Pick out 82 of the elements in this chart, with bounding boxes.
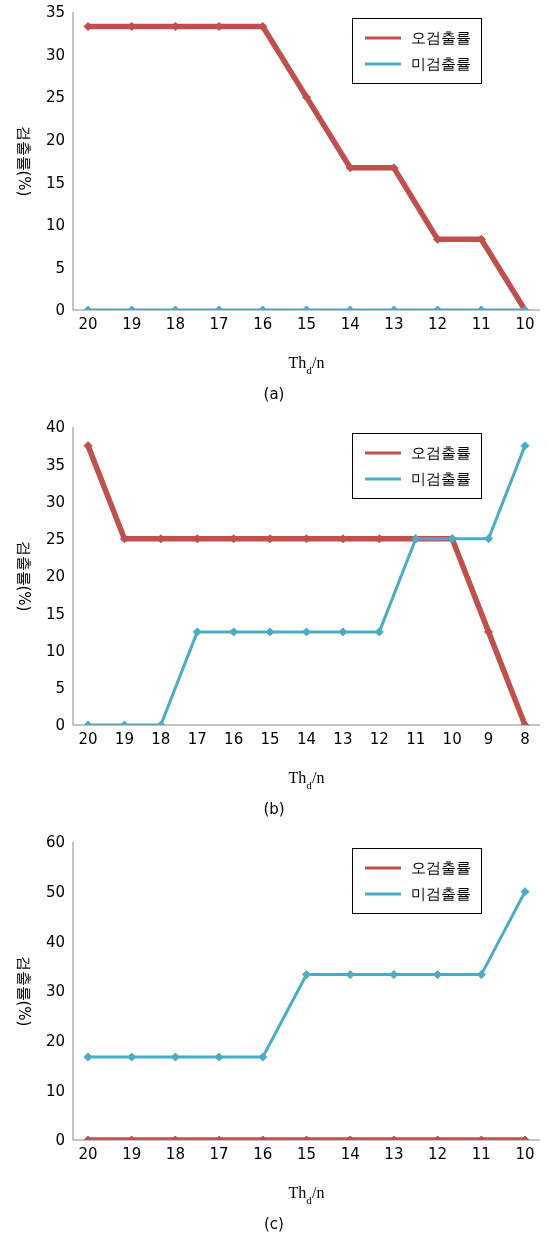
- x-tick-label: 13: [333, 729, 353, 748]
- x-tick-label: 12: [369, 729, 389, 748]
- x-tick-label: 8: [520, 729, 530, 748]
- y-tick-label: 20: [45, 131, 65, 150]
- x-tick-label: 20: [78, 1144, 98, 1163]
- x-tick-label: 15: [296, 1144, 317, 1163]
- point: [302, 970, 311, 980]
- x-tick-label: 19: [122, 314, 142, 333]
- point: [192, 627, 202, 637]
- y-tick-label: 30: [45, 982, 65, 1001]
- y-tick-label: 10: [45, 216, 65, 235]
- y-tick-label: 50: [45, 882, 65, 901]
- y-tick-label: 15: [45, 173, 65, 192]
- point: [520, 441, 530, 451]
- point: [520, 887, 530, 897]
- x-tick-label: 19: [114, 729, 134, 748]
- y-axis-title: 검출률(%): [14, 955, 33, 1027]
- x-tick-label: 17: [209, 1144, 229, 1163]
- x-tick-label: 13: [384, 1144, 404, 1163]
- x-tick-label: 9: [483, 729, 494, 748]
- y-tick-label: 0: [55, 301, 65, 320]
- legend-label: 미검출률: [411, 469, 471, 489]
- legend-label: 오검출률: [411, 858, 471, 878]
- text: (a): [262, 385, 286, 405]
- x-tick-label: 10: [515, 314, 535, 333]
- x-tick-label: 14: [296, 729, 317, 748]
- x-tick-label: 18: [165, 314, 185, 333]
- x-tick-label: 17: [209, 314, 229, 333]
- y-tick-label: 15: [45, 604, 65, 623]
- y-tick-label: 35: [45, 3, 65, 22]
- x-tick-label: 17: [187, 729, 207, 748]
- text: (b): [262, 800, 286, 820]
- y-tick-label: 20: [45, 1031, 65, 1050]
- x-axis-title: Th$_{d}$/n: [288, 1184, 325, 1206]
- legend-label: 오검출률: [411, 28, 471, 48]
- x-tick-label: 11: [406, 729, 426, 748]
- y-tick-label: 30: [45, 45, 65, 64]
- x-tick-label: 10: [515, 1144, 535, 1163]
- x-axis-title: Th$_{d}$/n: [288, 769, 325, 791]
- x-tick-label: 16: [253, 1144, 273, 1163]
- y-tick-label: 5: [55, 258, 65, 277]
- y-tick-label: 25: [45, 88, 65, 107]
- x-tick-label: 10: [442, 729, 462, 748]
- x-tick-label: 19: [122, 1144, 142, 1163]
- y-tick-label: 0: [55, 1131, 65, 1150]
- point: [484, 534, 494, 544]
- y-tick-label: 40: [45, 932, 65, 951]
- x-tick-label: 16: [253, 314, 273, 333]
- x-tick-label: 13: [384, 314, 404, 333]
- y-tick-label: 40: [45, 418, 65, 437]
- x-tick-label: 12: [428, 1144, 448, 1163]
- x-tick-label: 11: [471, 314, 491, 333]
- point: [302, 92, 311, 102]
- y-tick-label: 5: [55, 679, 65, 698]
- x-tick-label: 20: [78, 729, 98, 748]
- y-tick-label: 20: [45, 567, 65, 586]
- y-axis-title: 검출률(%): [14, 540, 33, 612]
- point: [258, 1052, 268, 1062]
- x-tick-label: 18: [165, 1144, 185, 1163]
- x-tick-label: 18: [151, 729, 171, 748]
- point: [302, 627, 311, 637]
- y-tick-label: 30: [45, 492, 65, 511]
- legend-label: 미검출률: [411, 54, 471, 74]
- text: (c): [263, 1215, 285, 1235]
- x-tick-label: 14: [340, 1144, 360, 1163]
- y-tick-label: 25: [45, 530, 65, 549]
- y-tick-label: 0: [55, 716, 65, 735]
- y-tick-label: 10: [45, 641, 65, 660]
- x-tick-label: 12: [428, 314, 448, 333]
- legend-label: 미검출률: [411, 884, 471, 904]
- x-tick-label: 16: [224, 729, 244, 748]
- x-tick-label: 14: [340, 314, 360, 333]
- x-tick-label: 15: [296, 314, 317, 333]
- y-axis-title: 검출률(%): [14, 125, 33, 197]
- x-tick-label: 15: [260, 729, 280, 748]
- x-tick-label: 11: [471, 1144, 491, 1163]
- y-tick-label: 10: [45, 1081, 65, 1100]
- x-axis-title: Th$_{d}$/n: [288, 354, 325, 376]
- y-tick-label: 35: [45, 455, 65, 474]
- x-tick-label: 20: [78, 314, 98, 333]
- legend-label: 오검출률: [411, 443, 471, 463]
- y-tick-label: 60: [45, 833, 65, 852]
